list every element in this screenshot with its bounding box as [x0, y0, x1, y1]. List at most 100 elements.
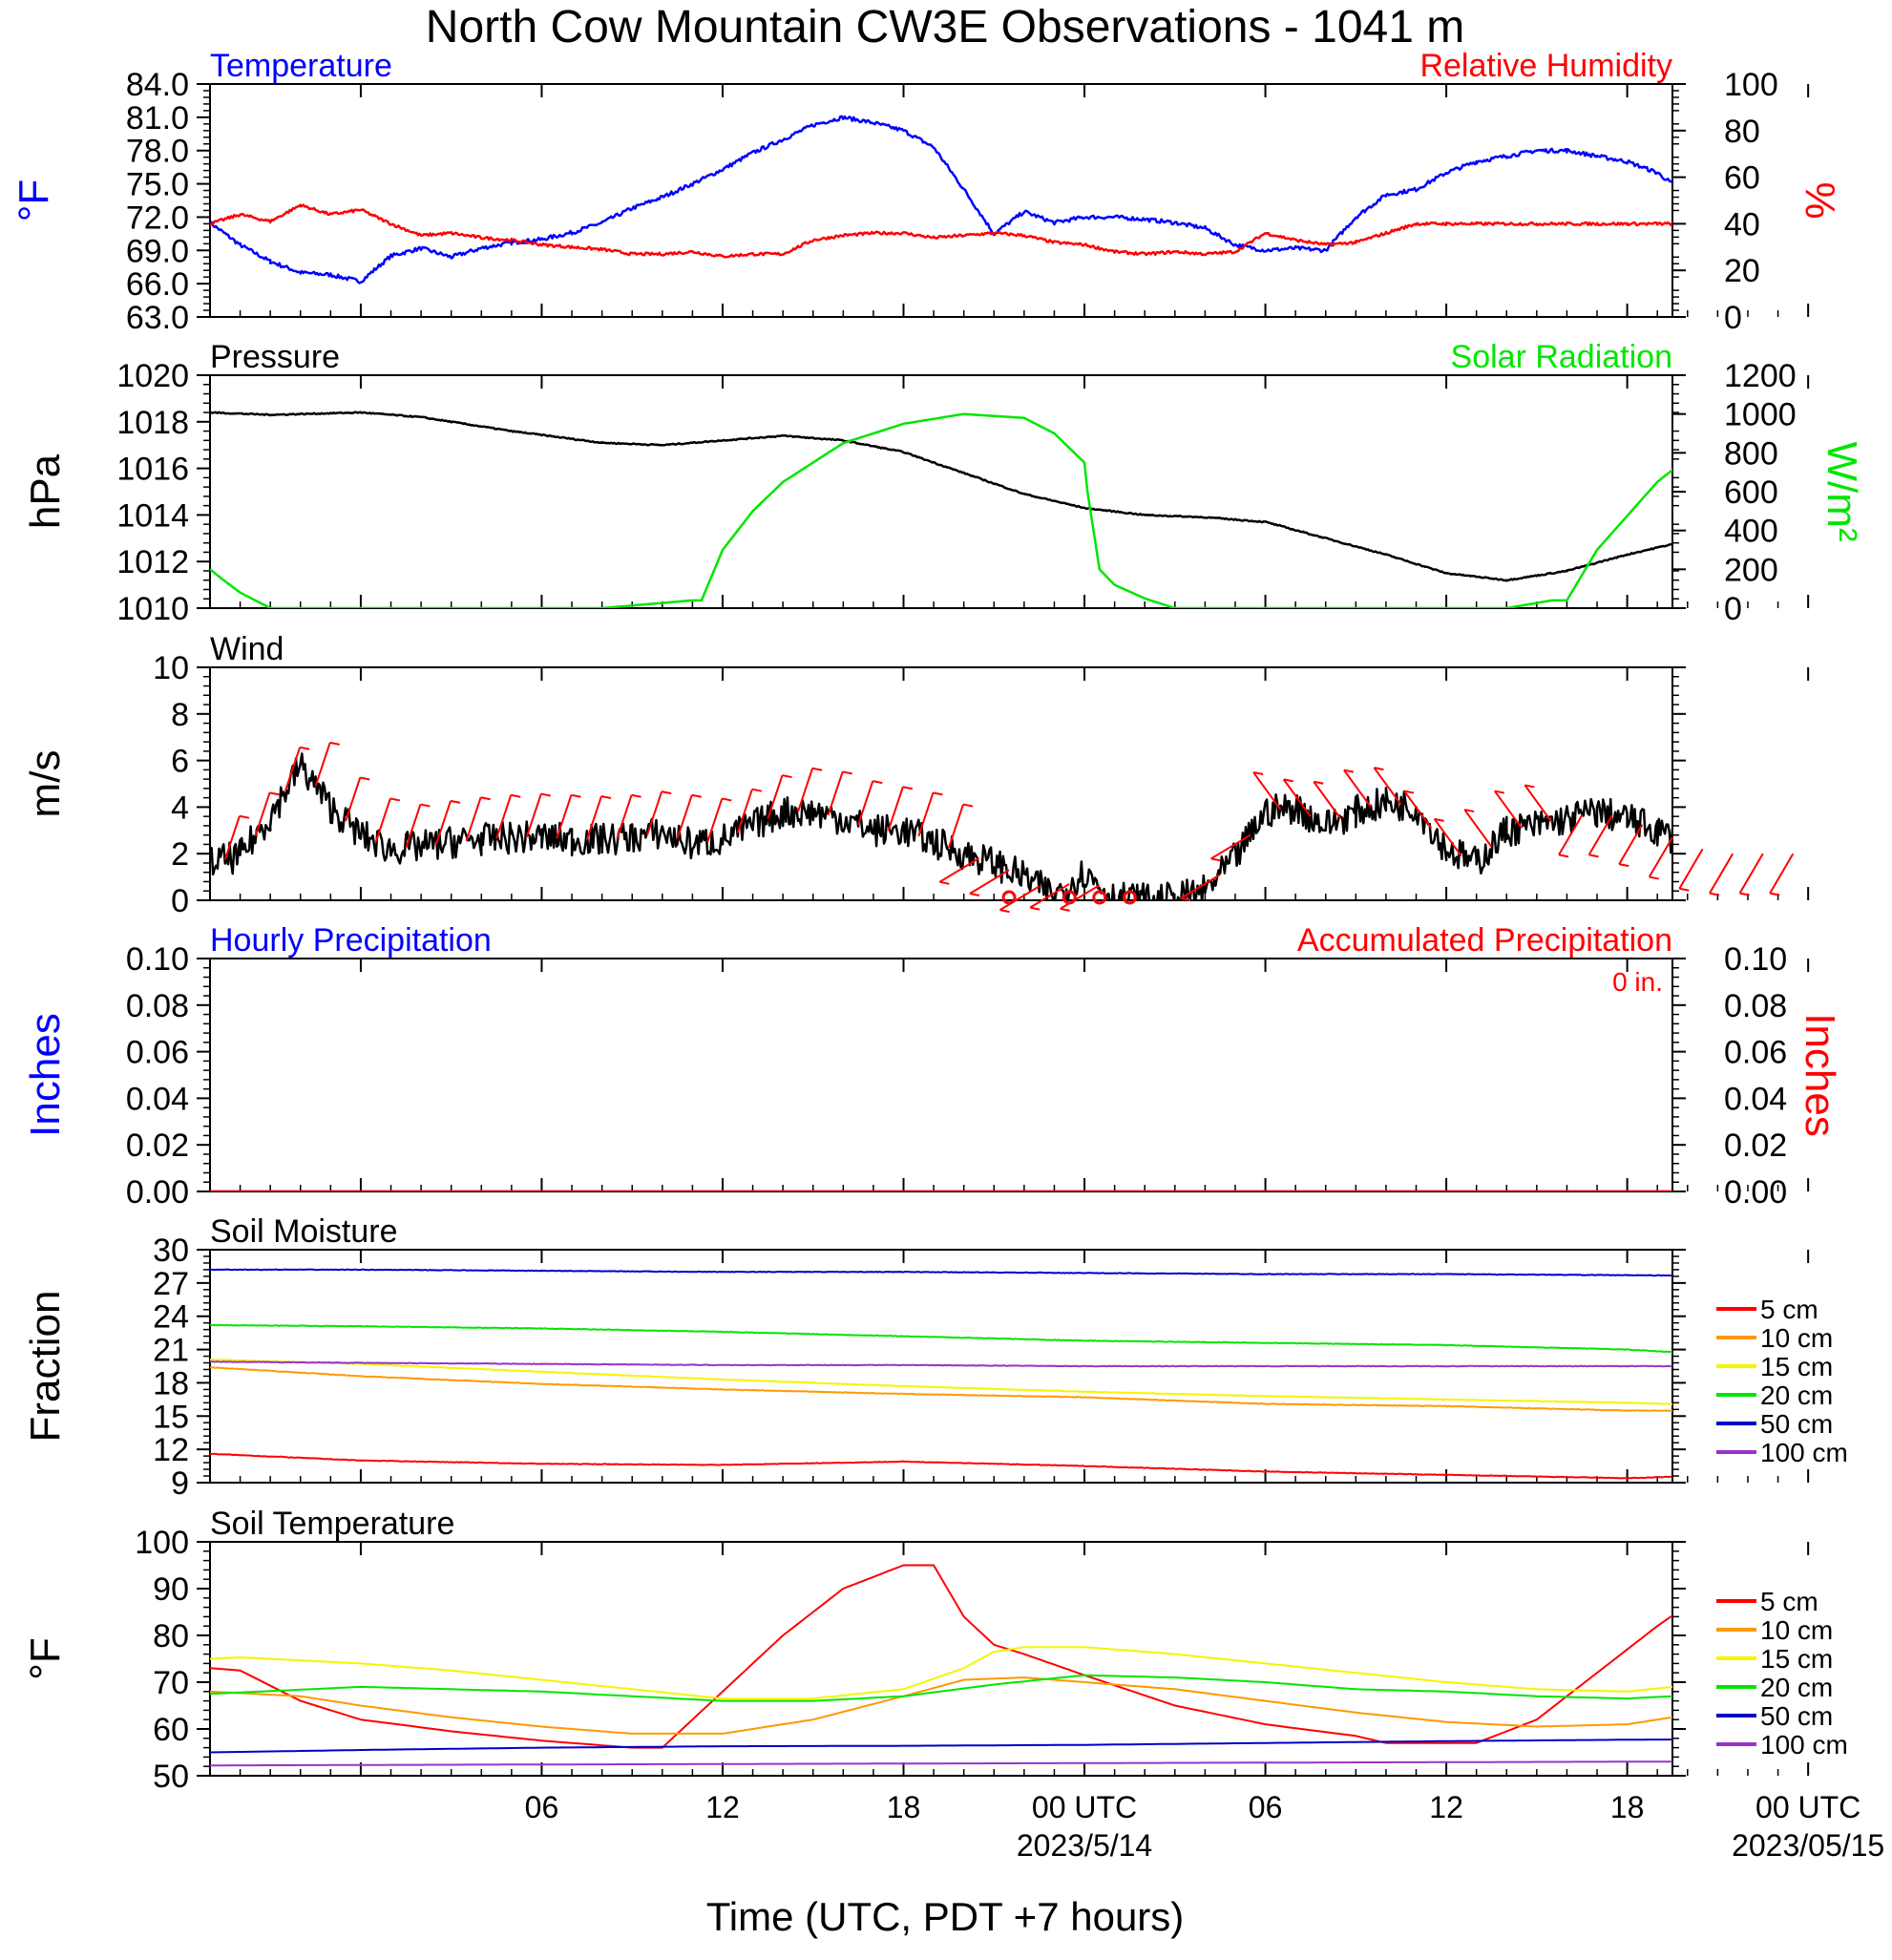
legend-label: 15 cm — [1760, 1644, 1833, 1674]
wind-barb-flag — [1494, 790, 1505, 794]
y-tick-label: 21 — [153, 1333, 189, 1369]
legend-label: 50 cm — [1760, 1701, 1833, 1731]
wind-barb-flag — [939, 880, 950, 885]
y-tick-label: 80 — [153, 1618, 189, 1654]
y-tick-label-right: 400 — [1724, 514, 1778, 550]
wind-barb-flag — [329, 741, 340, 746]
x-axis-label: Time (UTC, PDT +7 hours) — [706, 1894, 1185, 1939]
legend-label: 10 cm — [1760, 1615, 1833, 1645]
legend-label: 20 cm — [1760, 1380, 1833, 1410]
y-tick-label: 2 — [171, 836, 189, 873]
x-tick-label: 12 — [1429, 1790, 1463, 1824]
series-line-50-cm — [210, 1739, 1672, 1754]
series-line-pressure — [210, 411, 1672, 582]
wind-barb-flag — [511, 793, 521, 798]
y-tick-label: 1020 — [116, 358, 189, 394]
y-tick-label: 1012 — [116, 544, 189, 580]
wind-barb-flag — [962, 803, 974, 808]
wind-barb-flag — [691, 793, 702, 798]
series-group — [210, 411, 1672, 608]
y-axis-title-left: °F — [11, 179, 57, 221]
wind-barb — [1210, 833, 1251, 860]
panel-title-left: Soil Moisture — [210, 1213, 398, 1250]
y-tick-label-right: 60 — [1724, 160, 1760, 197]
series-line-5-cm — [210, 1564, 1672, 1749]
legend-label: 20 cm — [1760, 1673, 1833, 1702]
wind-barb — [1252, 771, 1282, 811]
wind-barb-flag — [631, 793, 641, 798]
y-tick-label: 8 — [171, 697, 189, 733]
y-axis-title-right: W/m² — [1818, 441, 1865, 541]
wind-barb-flag — [1374, 767, 1384, 771]
series-group — [210, 115, 1672, 285]
panel-title-right: Solar Radiation — [1451, 339, 1672, 375]
y-tick-label: 0.10 — [126, 941, 189, 978]
wind-barb-flag — [782, 774, 792, 779]
wind-barb — [345, 777, 362, 822]
wind-barb-flag — [661, 790, 672, 795]
y-tick-label-right: 0.04 — [1724, 1081, 1787, 1117]
y-tick-label-right: 0.00 — [1724, 1174, 1787, 1211]
wind-barb — [676, 794, 693, 839]
y-tick-label: 66.0 — [126, 266, 189, 303]
wind-barb-flag — [450, 799, 461, 804]
wind-barb — [495, 794, 513, 839]
wind-barb-flag — [1060, 907, 1070, 912]
accumulated-annotation: 0 in. — [1612, 967, 1663, 997]
series-line-solar-radiation — [210, 412, 1672, 608]
series-line-10-cm — [210, 1366, 1672, 1412]
y-tick-label: 1016 — [116, 452, 189, 488]
panel-title-left: Hourly Precipitation — [210, 922, 492, 959]
panel-2: 10 8 6 4 2 0 Wind m/s — [22, 631, 1810, 919]
series-line-50-cm — [210, 1268, 1672, 1277]
y-tick-label-right: 0.06 — [1724, 1035, 1787, 1071]
wind-barb — [1738, 853, 1764, 895]
wind-barb — [1029, 883, 1070, 909]
y-tick-label: 1014 — [116, 497, 189, 534]
panel-5: 06 12 18 00 UTC 2023/5/14 06 12 18 00 UTC 2023/05… — [22, 1506, 1884, 1863]
wind-barb — [646, 790, 663, 835]
series-line-20-cm — [210, 1674, 1672, 1702]
y-tick-label: 30 — [153, 1233, 189, 1269]
x-tick-label: 18 — [887, 1790, 921, 1824]
wind-barb-flag — [751, 788, 763, 792]
wind-barb-flag — [1314, 780, 1324, 785]
wind-barb — [1313, 781, 1342, 820]
y-tick-label: 0.06 — [126, 1035, 189, 1071]
series-line-10-cm — [210, 1676, 1672, 1735]
wind-barb — [1769, 853, 1795, 895]
y-tick-label: 27 — [153, 1266, 189, 1302]
legend-label: 10 cm — [1760, 1323, 1833, 1353]
panel-title-left: Pressure — [210, 339, 340, 375]
y-tick-label: 69.0 — [126, 233, 189, 269]
y-tick-label: 1018 — [116, 405, 189, 441]
y-tick-label: 81.0 — [126, 100, 189, 137]
wind-barb — [1373, 767, 1402, 806]
series-group — [210, 1268, 1672, 1480]
y-axis-title-left: m/s — [22, 750, 69, 818]
wind-barb — [1678, 848, 1704, 890]
series-line-20-cm — [210, 1323, 1672, 1354]
calm-wind-circle — [1092, 890, 1107, 905]
y-tick-label-right: 0.08 — [1724, 988, 1787, 1024]
wind-barb-flag — [1588, 854, 1599, 858]
y-tick-label: 1010 — [116, 591, 189, 627]
wind-barb — [465, 796, 482, 842]
y-tick-label-right: 20 — [1724, 253, 1760, 289]
legend-label: 5 cm — [1760, 1587, 1818, 1616]
wind-barb-flag — [999, 909, 1010, 914]
wind-barb — [223, 815, 241, 860]
wind-barb-flag — [1618, 863, 1629, 868]
y-tick-label-right: 100 — [1724, 67, 1778, 103]
y-tick-label: 50 — [153, 1759, 189, 1795]
x-tick-label: 00 UTC — [1755, 1790, 1860, 1824]
wind-barb — [525, 793, 542, 838]
wind-barb — [917, 792, 935, 837]
wind-barb-flag — [811, 767, 823, 771]
y-tick-label: 75.0 — [126, 167, 189, 203]
y-tick-label-right: 200 — [1724, 552, 1778, 588]
wind-barb — [405, 804, 422, 849]
series-group — [210, 1564, 1672, 1767]
calm-wind-circle — [1122, 890, 1137, 905]
